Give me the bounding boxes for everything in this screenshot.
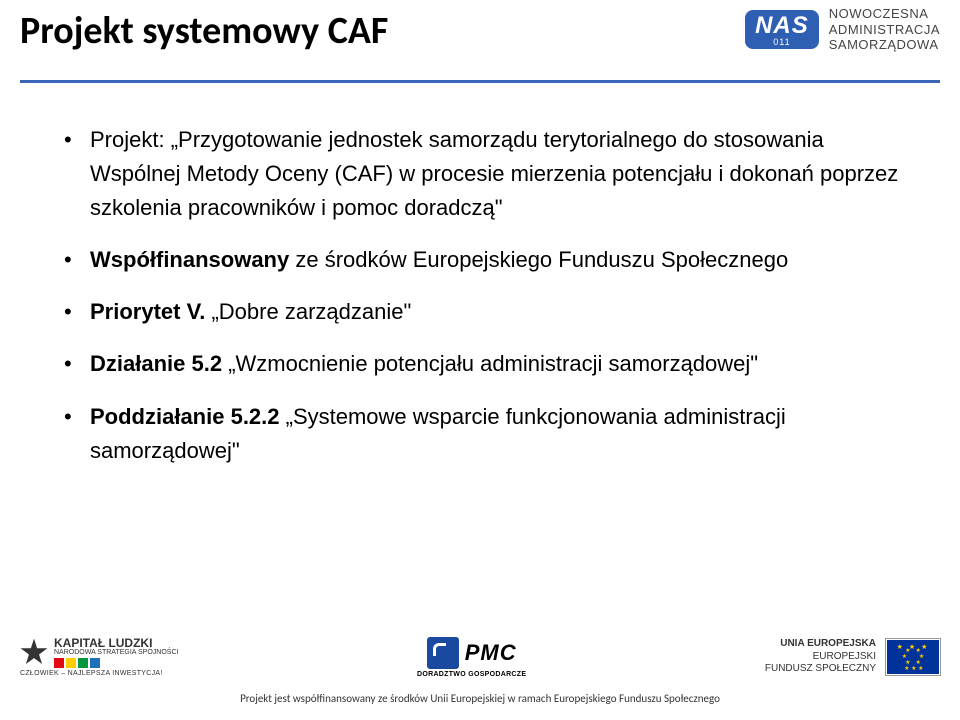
kl-subtitle: CZŁOWIEK – NAJLEPSZA INWESTYCJA! bbox=[20, 670, 163, 677]
bullet-text: „Dobre zarządzanie" bbox=[205, 299, 411, 324]
bullet-prefix: Projekt: bbox=[90, 127, 171, 152]
kl-title-1: KAPITAŁ LUDZKI bbox=[54, 637, 178, 649]
bullet-lead: Priorytet V. bbox=[90, 299, 205, 324]
eu-line-2: EUROPEJSKI bbox=[765, 651, 876, 664]
nas-badge-main: NAS bbox=[755, 14, 809, 38]
bullet-text: „Wzmocnienie potencjału administracji sa… bbox=[222, 351, 758, 376]
bullet-item: Priorytet V. „Dobre zarządzanie" bbox=[60, 295, 900, 329]
eu-line-3: FUNDUSZ SPOŁECZNY bbox=[765, 663, 876, 676]
slide-content: Projekt: „Przygotowanie jednostek samorz… bbox=[0, 83, 960, 468]
color-square bbox=[90, 658, 100, 668]
star-icon bbox=[20, 639, 48, 667]
color-square bbox=[66, 658, 76, 668]
pmc-text: PMC bbox=[465, 640, 517, 666]
color-square bbox=[54, 658, 64, 668]
pmc-square-icon bbox=[427, 637, 459, 669]
eu-logo: UNIA EUROPEJSKA EUROPEJSKI FUNDUSZ SPOŁE… bbox=[765, 638, 940, 676]
footer-disclaimer: Projekt jest współfinansowany ze środków… bbox=[20, 692, 940, 705]
bullet-item: Projekt: „Przygotowanie jednostek samorz… bbox=[60, 123, 900, 225]
kl-color-squares bbox=[54, 658, 178, 668]
bullet-text: ze środków Europejskiego Funduszu Społec… bbox=[289, 247, 788, 272]
slide-header: Projekt systemowy CAF NAS 011 NOWOCZESNA… bbox=[0, 0, 960, 80]
eu-line-1: UNIA EUROPEJSKA bbox=[765, 638, 876, 651]
nas-badge-sub: 011 bbox=[755, 38, 809, 47]
header-branding: NAS 011 NOWOCZESNA ADMINISTRACJA SAMORZĄ… bbox=[745, 6, 940, 53]
kapital-ludzki-logo: KAPITAŁ LUDZKI NARODOWA STRATEGIA SPÓJNO… bbox=[20, 637, 178, 677]
pmc-logo: PMC DORADZTWO GOSPODARCZE bbox=[417, 637, 526, 678]
bullet-item: Działanie 5.2 „Wzmocnienie potencjału ad… bbox=[60, 347, 900, 381]
bullet-item: Poddziałanie 5.2.2 „Systemowe wsparcie f… bbox=[60, 400, 900, 468]
tagline-line-1: NOWOCZESNA bbox=[829, 6, 940, 22]
kl-title-2: NARODOWA STRATEGIA SPÓJNOŚCI bbox=[54, 649, 178, 656]
nas-badge: NAS 011 bbox=[745, 10, 819, 49]
eu-flag-icon bbox=[886, 639, 940, 675]
bullet-lead: Poddziałanie 5.2.2 bbox=[90, 404, 280, 429]
slide-footer: KAPITAŁ LUDZKI NARODOWA STRATEGIA SPÓJNO… bbox=[0, 620, 960, 720]
header-tagline: NOWOCZESNA ADMINISTRACJA SAMORZĄDOWA bbox=[829, 6, 940, 53]
bullet-lead: Współfinansowany bbox=[90, 247, 289, 272]
color-square bbox=[78, 658, 88, 668]
tagline-line-3: SAMORZĄDOWA bbox=[829, 37, 940, 53]
footer-logos: KAPITAŁ LUDZKI NARODOWA STRATEGIA SPÓJNO… bbox=[20, 628, 940, 686]
pmc-subtitle: DORADZTWO GOSPODARCZE bbox=[417, 671, 526, 678]
eu-text: UNIA EUROPEJSKA EUROPEJSKI FUNDUSZ SPOŁE… bbox=[765, 638, 876, 676]
tagline-line-2: ADMINISTRACJA bbox=[829, 22, 940, 38]
bullet-lead: Działanie 5.2 bbox=[90, 351, 222, 376]
bullet-list: Projekt: „Przygotowanie jednostek samorz… bbox=[60, 123, 900, 468]
bullet-item: Współfinansowany ze środków Europejskieg… bbox=[60, 243, 900, 277]
bullet-text: „Przygotowanie jednostek samorządu teryt… bbox=[90, 127, 898, 220]
